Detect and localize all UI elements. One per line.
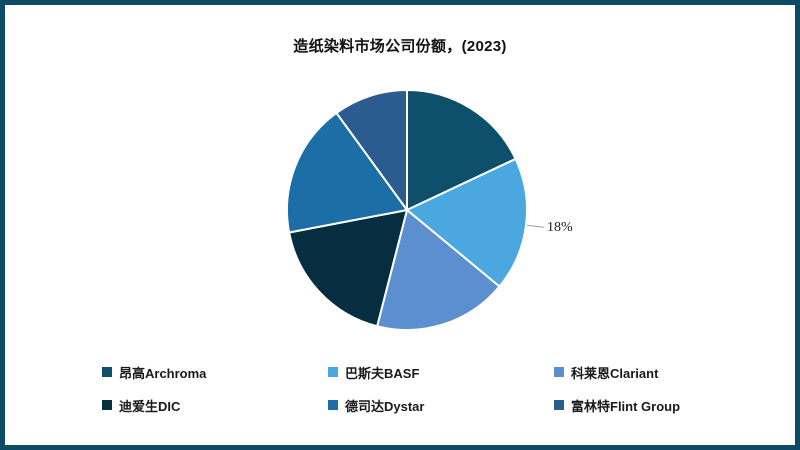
- legend-marker-flint-group: [554, 400, 564, 410]
- slice-value-label: 18%: [547, 220, 573, 235]
- legend-label-dic: 迪爱生DIC: [119, 398, 181, 414]
- legend-item-flint-group[interactable]: 富林特Flint Group: [554, 396, 780, 414]
- chart-title: 造纸染料市场公司份额，(2023): [293, 38, 507, 55]
- pie-chart-svg: 18%: [286, 89, 573, 331]
- legend-item-basf[interactable]: 巴斯夫BASF: [328, 363, 554, 381]
- pie-slice-2[interactable]: [376, 209, 501, 331]
- legend-label-flint-group: 富林特Flint Group: [571, 398, 681, 414]
- legend-marker-basf: [328, 367, 338, 377]
- pie-slice-1[interactable]: [406, 157, 528, 288]
- pie-slice-5[interactable]: [335, 89, 408, 211]
- legend: 昂高Archroma 巴斯夫BASF 科莱恩Clariant 迪爱生DIC 德司…: [102, 363, 780, 414]
- legend-marker-clariant: [554, 367, 564, 377]
- pie-slice-3[interactable]: [288, 209, 408, 328]
- callout-leader-line: [526, 224, 545, 228]
- legend-marker-dic: [102, 400, 112, 410]
- pie-slice-4[interactable]: [286, 111, 408, 234]
- pie-slice-0[interactable]: [406, 89, 517, 211]
- legend-label-basf: 巴斯夫BASF: [345, 365, 420, 381]
- legend-item-dic[interactable]: 迪爱生DIC: [102, 396, 328, 414]
- legend-item-clariant[interactable]: 科莱恩Clariant: [554, 363, 780, 381]
- legend-label-archroma: 昂高Archroma: [119, 365, 207, 381]
- legend-marker-dystar: [328, 400, 338, 410]
- legend-item-archroma[interactable]: 昂高Archroma: [102, 363, 328, 381]
- legend-label-clariant: 科莱恩Clariant: [571, 365, 659, 381]
- legend-marker-archroma: [102, 367, 112, 377]
- legend-label-dystar: 德司达Dystar: [345, 398, 425, 414]
- legend-item-dystar[interactable]: 德司达Dystar: [328, 396, 554, 414]
